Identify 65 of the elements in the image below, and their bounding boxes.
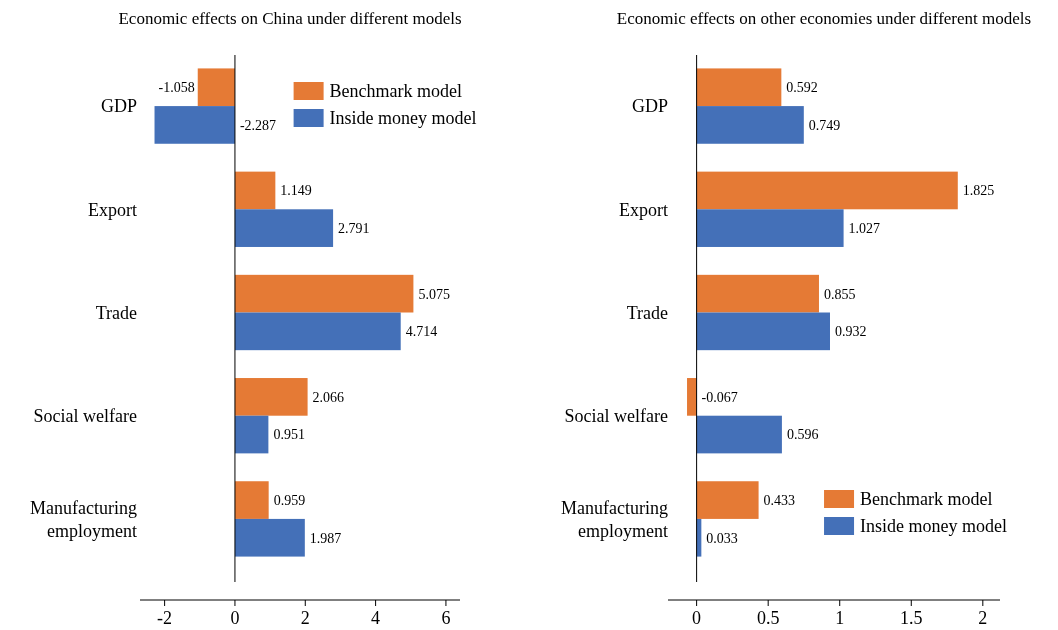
data-label: 4.714 xyxy=(405,324,438,340)
x-tick-label: 2 xyxy=(300,608,310,628)
data-label: 2.791 xyxy=(338,221,370,237)
bar xyxy=(234,171,276,210)
bar xyxy=(234,209,334,247)
x-tick-label: 0 xyxy=(230,608,240,628)
bar xyxy=(687,378,697,416)
data-label: 5.075 xyxy=(418,286,450,302)
y-tick-label: GDP xyxy=(100,96,137,117)
data-label: -1.058 xyxy=(158,80,195,96)
data-label: 0.596 xyxy=(786,427,819,443)
bar xyxy=(696,171,958,210)
x-tick-label: 4 xyxy=(371,608,381,628)
chart-title: Economic effects on China under different models xyxy=(118,9,462,28)
bar xyxy=(696,274,819,313)
x-tick-label: 0.5 xyxy=(756,608,780,628)
bar xyxy=(234,518,305,557)
data-label: 0.855 xyxy=(823,286,856,302)
y-tick-label: Social welfare xyxy=(564,406,668,427)
x-tick-label: 1.5 xyxy=(900,608,923,628)
data-label: 0.592 xyxy=(786,80,818,96)
y-tick-label: Export xyxy=(619,199,668,220)
bar xyxy=(696,209,844,247)
y-tick-label: Social welfare xyxy=(33,406,137,427)
data-label: 0.433 xyxy=(763,492,796,508)
bar xyxy=(696,415,782,454)
x-tick-label: 0 xyxy=(692,608,702,628)
y-tick-label: Manufacturing employment xyxy=(30,498,137,542)
bar xyxy=(234,312,401,351)
y-tick-label: GDP xyxy=(631,96,668,117)
bar xyxy=(696,68,782,107)
bar xyxy=(154,106,235,144)
bar xyxy=(696,481,759,519)
x-tick-label: 6 xyxy=(441,608,451,628)
data-label: -0.067 xyxy=(701,389,738,405)
legend-label: Inside money model xyxy=(329,108,477,129)
x-tick-label: 1 xyxy=(835,608,845,628)
y-tick-label: Export xyxy=(88,199,137,220)
data-label: -2.287 xyxy=(239,117,277,133)
chart-title: Economic effects on other economies under different models xyxy=(616,9,1032,28)
x-tick-label: -2 xyxy=(157,608,173,628)
y-tick-label: Trade xyxy=(626,302,668,323)
data-label: 2.066 xyxy=(312,389,345,405)
legend-label: Benchmark model xyxy=(860,489,993,510)
bar xyxy=(696,106,804,144)
bar xyxy=(234,378,308,416)
bar xyxy=(234,274,414,313)
bar xyxy=(197,68,235,107)
data-label: 1.825 xyxy=(962,183,995,199)
data-label: 0.033 xyxy=(706,530,738,546)
data-label: 1.987 xyxy=(309,530,342,546)
legend-label: Inside money model xyxy=(860,516,1008,537)
data-label: 0.932 xyxy=(834,324,867,340)
data-label: 0.951 xyxy=(273,427,305,443)
bar xyxy=(696,312,830,351)
data-label: 0.749 xyxy=(808,117,841,133)
y-tick-label: Trade xyxy=(95,302,137,323)
bar xyxy=(234,415,269,454)
data-label: 1.027 xyxy=(848,221,881,237)
data-label: 0.959 xyxy=(273,492,306,508)
data-label: 1.149 xyxy=(280,183,312,199)
y-tick-label: Manufacturing employment xyxy=(561,498,668,542)
bar xyxy=(234,481,269,519)
legend-label: Benchmark model xyxy=(329,81,463,102)
x-tick-label: 2 xyxy=(978,608,988,628)
